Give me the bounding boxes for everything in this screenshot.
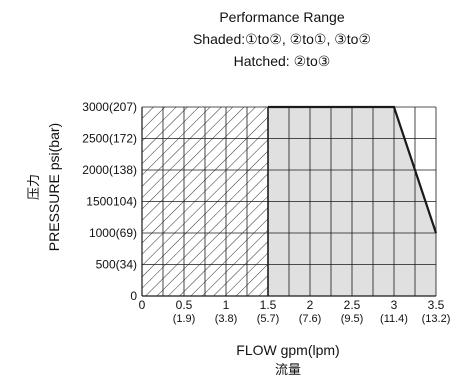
x-tick-label: 0.5 [176, 298, 193, 312]
performance-boundary-line [268, 105, 438, 234]
y-tick-labels: 0 500(34) 1000(69) 1500104) 2000(138) 2500(17… [82, 100, 137, 303]
y-tick-label: 2000(138) [82, 163, 137, 177]
x-tick-sublabel: (5.7) [257, 313, 280, 325]
x-tick-sublabel: (11.4) [380, 313, 408, 325]
title: Performance Range Shaded:①to②, ②to①, ③to… [193, 9, 371, 69]
x-tick-label: 0 [139, 298, 146, 312]
x-tick-labels: 0 0.5(1.9)1(3.8)1.5(5.7)2(7.6)2.5(9.5)3(1… [139, 298, 451, 325]
axis-labels: FLOW gpm(lpm) 流量 PRESSURE psi(bar) 压力 [27, 123, 340, 378]
y-tick-label: 1500104) [86, 195, 137, 209]
x-tick-label: 1 [223, 298, 230, 312]
title-line-3: Hatched: ②to③ [234, 53, 331, 69]
x-tick-label: 1.5 [260, 298, 277, 312]
y-axis-label-cn: 压力 [27, 174, 42, 200]
x-tick-sublabel: (9.5) [341, 313, 364, 325]
x-axis-label-cn: 流量 [275, 363, 301, 378]
x-tick-label: 2 [307, 298, 314, 312]
title-line-1: Performance Range [219, 9, 345, 25]
boundary [268, 105, 438, 234]
x-tick-sublabel: (7.6) [299, 313, 322, 325]
x-tick-label: 3 [391, 298, 398, 312]
title-line-2: Shaded:①to②, ②to①, ③to② [193, 31, 371, 47]
x-tick-label: 3.5 [428, 298, 445, 312]
x-tick-label: 2.5 [344, 298, 361, 312]
y-axis-label: PRESSURE psi(bar) [46, 123, 62, 251]
x-tick-sublabel: (3.8) [215, 313, 238, 325]
y-tick-label: 2500(172) [82, 132, 137, 146]
y-tick-label: 0 [130, 289, 137, 303]
x-axis-label: FLOW gpm(lpm) [236, 342, 339, 358]
y-tick-label: 500(34) [96, 258, 137, 272]
x-tick-sublabel: (13.2) [422, 313, 451, 325]
y-tick-label: 3000(207) [82, 100, 137, 114]
y-tick-label: 1000(69) [89, 226, 137, 240]
grid [141, 106, 437, 297]
x-tick-sublabel: (1.9) [173, 313, 196, 325]
